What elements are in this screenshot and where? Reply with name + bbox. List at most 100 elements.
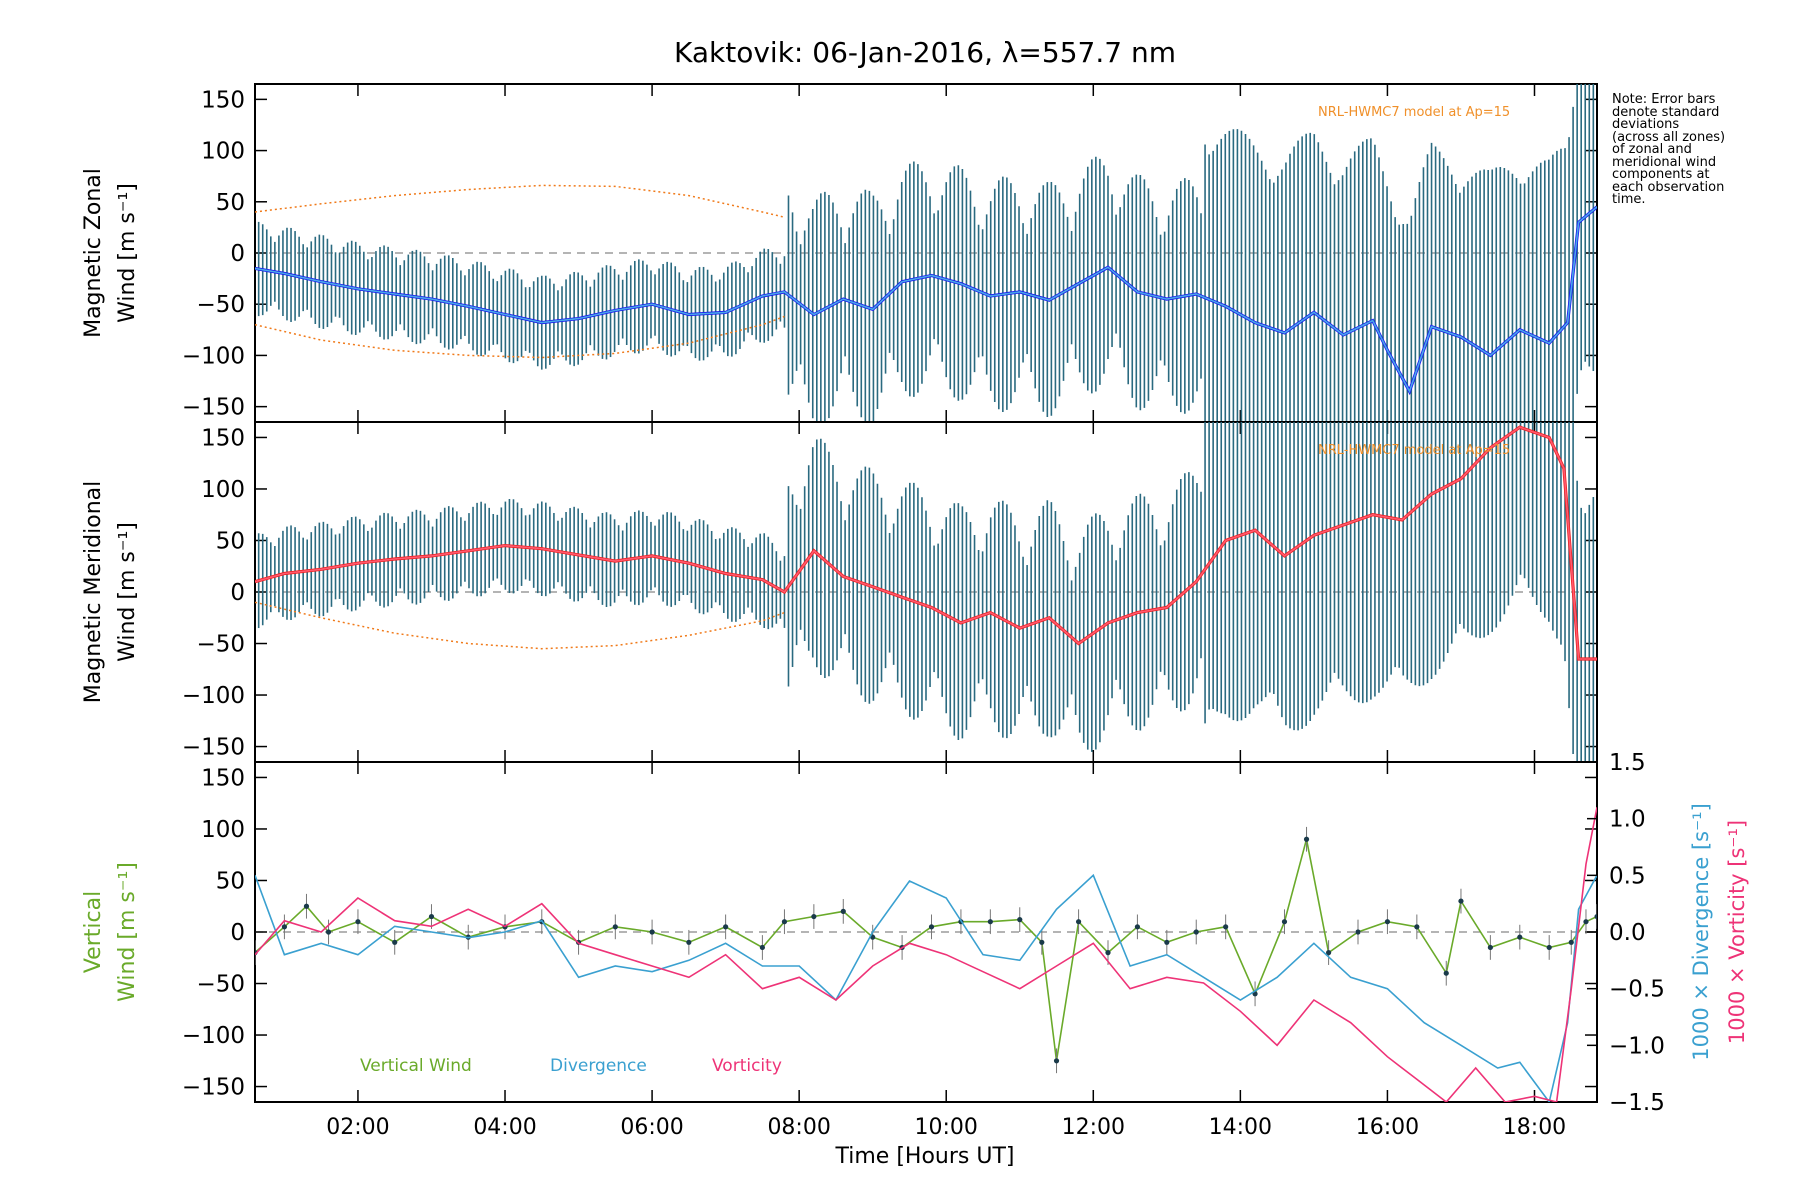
- vertical-wind-point: [1517, 934, 1523, 940]
- error-bar-note: Note: Error bars denote standard deviati…: [1612, 92, 1726, 207]
- x-tick-label: 10:00: [915, 1115, 978, 1140]
- right-y-tick-label: −0.5: [1609, 977, 1665, 1003]
- y-tick-label-vertical: 0: [230, 920, 245, 946]
- vertical-wind-point: [928, 924, 935, 930]
- vertical-wind-point: [1583, 919, 1589, 925]
- vertical-wind-point: [1414, 924, 1420, 930]
- right-y-tick-label: 1.0: [1609, 807, 1646, 833]
- y-axis-label-vertical: Wind [m s⁻¹]: [115, 862, 140, 1002]
- vertical-wind-point: [1075, 919, 1082, 925]
- x-tick-label: 12:00: [1062, 1115, 1125, 1140]
- model-lower-zonal: [255, 315, 785, 359]
- vertical-wind-point: [1303, 836, 1310, 842]
- right-y-tick-label: −1.0: [1609, 1033, 1665, 1059]
- model-lower-meridional: [255, 601, 785, 650]
- vertical-wind-point: [325, 929, 332, 935]
- plot-area-vertical: [255, 807, 1597, 1102]
- y-tick-label-vertical: −50: [196, 972, 245, 998]
- vertical-wind-point: [1326, 950, 1332, 956]
- plot-area-zonal: [255, 84, 1597, 422]
- y-axis-label-zonal: Wind [m s⁻¹]: [115, 183, 140, 323]
- series-vertical-wind: [255, 839, 1597, 1061]
- right-y-tick-label: 1.5: [1609, 750, 1646, 776]
- vertical-wind-point: [1193, 929, 1199, 935]
- y-tick-label-meridional: −100: [182, 683, 245, 709]
- vertical-wind-point: [1039, 939, 1045, 945]
- wind-series-highlight-meridional: [255, 426, 1597, 660]
- vertical-wind-point: [1568, 939, 1574, 945]
- y-tick-label-meridional: 50: [216, 528, 245, 554]
- y-axis-label-zonal: Magnetic Zonal: [81, 168, 106, 338]
- figure-title: Kaktovik: 06-Jan-2016, λ=557.7 nm: [674, 36, 1176, 69]
- y-tick-label-meridional: −50: [196, 632, 245, 658]
- y-tick-label-meridional: 100: [201, 477, 245, 503]
- vertical-wind-point: [987, 919, 993, 925]
- vertical-wind-point: [649, 929, 655, 935]
- vertical-wind-point: [355, 919, 361, 925]
- y-tick-label-meridional: 0: [230, 580, 245, 606]
- vertical-wind-point: [428, 913, 435, 920]
- x-tick-label: 16:00: [1356, 1115, 1419, 1140]
- vertical-wind-point: [811, 913, 817, 920]
- vertical-wind-point: [781, 919, 788, 925]
- vertical-wind-point: [392, 939, 398, 945]
- model-upper-zonal: [255, 184, 785, 218]
- y-tick-label-zonal: 100: [201, 139, 245, 165]
- y-tick-label-meridional: 150: [201, 425, 245, 451]
- y-tick-label-zonal: 50: [216, 190, 245, 216]
- x-axis-label: Time [Hours UT]: [835, 1144, 1015, 1169]
- right-axis-label-divergence: 1000 × Divergence [s⁻¹]: [1689, 803, 1713, 1061]
- y-tick-label-meridional: −150: [182, 735, 245, 761]
- vertical-wind-point: [1281, 919, 1288, 925]
- model-label-meridional: NRL-HWMC7 model at Ap=15: [1318, 443, 1510, 458]
- y-tick-label-vertical: −100: [182, 1023, 245, 1049]
- legend-entry-vertical-wind: Vertical Wind: [360, 1056, 472, 1076]
- y-tick-label-vertical: 150: [201, 765, 245, 791]
- x-tick-label: 06:00: [620, 1115, 683, 1140]
- y-tick-label-vertical: 100: [201, 817, 245, 843]
- series-divergence: [255, 873, 1597, 1102]
- x-tick-label: 08:00: [767, 1115, 830, 1140]
- vertical-wind-point: [1546, 944, 1552, 951]
- vertical-wind-point: [840, 908, 846, 914]
- x-tick-label: 04:00: [473, 1115, 536, 1140]
- y-tick-label-vertical: −150: [182, 1075, 245, 1101]
- y-axis-label-vertical: Vertical: [81, 891, 106, 973]
- vertical-wind-point: [686, 939, 692, 945]
- vertical-wind-point: [1487, 944, 1493, 951]
- vertical-wind-point: [1355, 929, 1361, 935]
- vertical-wind-point: [1105, 950, 1111, 956]
- y-tick-label-zonal: 0: [230, 241, 245, 267]
- y-tick-label-zonal: −150: [182, 395, 245, 421]
- series-vorticity: [255, 807, 1597, 1102]
- vertical-wind-point: [723, 924, 729, 930]
- model-label-zonal: NRL-HWMC7 model at Ap=15: [1318, 105, 1510, 120]
- y-tick-label-zonal: −100: [182, 343, 245, 369]
- right-y-tick-label: 0.5: [1609, 863, 1646, 889]
- vertical-wind-point: [1017, 917, 1023, 923]
- vertical-wind-point: [303, 903, 310, 909]
- vertical-wind-point: [1458, 898, 1464, 904]
- y-axis-label-meridional: Wind [m s⁻¹]: [115, 522, 140, 662]
- y-tick-label-zonal: 150: [201, 87, 245, 113]
- x-tick-label: 18:00: [1503, 1115, 1566, 1140]
- vertical-wind-point: [759, 944, 765, 951]
- vertical-wind-point: [1053, 1058, 1060, 1064]
- right-axis-label-vorticity: 1000 × Vorticity [s⁻¹]: [1725, 820, 1749, 1044]
- legend-entry-vorticity: Vorticity: [712, 1056, 782, 1076]
- vertical-wind-point: [1134, 924, 1141, 930]
- vertical-wind-point: [1223, 924, 1229, 930]
- vertical-wind-point: [1443, 970, 1449, 976]
- right-y-tick-label: 0.0: [1609, 920, 1646, 946]
- y-axis-label-meridional: Magnetic Meridional: [81, 481, 106, 703]
- x-tick-label: 14:00: [1209, 1115, 1272, 1140]
- legend-entry-divergence: Divergence: [550, 1056, 647, 1076]
- x-tick-label: 02:00: [326, 1115, 389, 1140]
- right-y-tick-label: −1.5: [1609, 1090, 1665, 1116]
- wind-series-highlight-zonal: [255, 206, 1597, 394]
- vertical-wind-point: [1164, 939, 1170, 945]
- vertical-wind-point: [1384, 919, 1391, 925]
- plot-area-meridional: [255, 422, 1597, 762]
- y-tick-label-zonal: −50: [196, 292, 245, 318]
